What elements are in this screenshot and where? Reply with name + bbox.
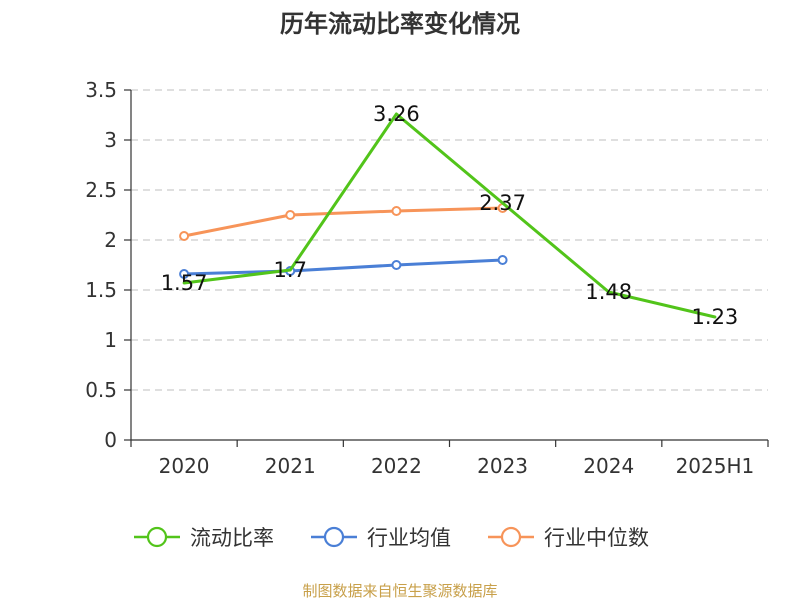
- axis-layer: 0 0.5 1 1.5 2 2.5 3 3.5 2020 2021 2022 2023 2024 2025…: [85, 78, 769, 478]
- x-tick-label: 2025H1: [676, 454, 755, 478]
- legend-item-1[interactable]: 行业均值: [311, 526, 451, 550]
- y-tick-label: 2.5: [85, 178, 117, 202]
- y-tick-label: 3.5: [85, 78, 117, 102]
- legend[interactable]: 流动比率 行业均值 行业中位数: [134, 526, 649, 550]
- y-tick-label: 0.5: [85, 378, 117, 402]
- data-label: 1.23: [692, 305, 739, 329]
- data-label: 2.37: [479, 191, 526, 215]
- label-layer: 1.57 1.7 3.26 2.37 1.48 1.23: [161, 102, 739, 329]
- data-label: 1.7: [274, 258, 307, 282]
- series-line-0: [182, 112, 717, 319]
- x-tick-label: 2024: [583, 454, 634, 478]
- series-line-1: [182, 258, 505, 276]
- y-tick-label: 1: [104, 328, 117, 352]
- chart-title: 历年流动比率变化情况: [280, 10, 520, 38]
- legend-label: 流动比率: [190, 526, 274, 550]
- series-1-point[interactable]: [391, 260, 402, 270]
- legend-swatch-marker: [500, 526, 522, 548]
- series-2-point[interactable]: [179, 231, 190, 241]
- data-label: 1.57: [161, 271, 208, 295]
- grid-layer: [131, 89, 768, 391]
- series-1-point[interactable]: [497, 255, 508, 265]
- x-tick-label: 2020: [159, 454, 210, 478]
- series-2-point[interactable]: [285, 210, 296, 220]
- series-1-point[interactable]: [179, 269, 190, 279]
- y-tick-label: 1.5: [85, 278, 117, 302]
- data-label: 3.26: [373, 102, 420, 126]
- source-note: 制图数据来自恒生聚源数据库: [302, 582, 497, 600]
- y-tick-label: 2: [104, 228, 117, 252]
- series-2-point[interactable]: [391, 206, 402, 216]
- legend-swatch-marker: [146, 526, 168, 548]
- legend-label: 行业中位数: [544, 526, 649, 550]
- y-tick-label: 3: [104, 128, 117, 152]
- legend-label: 行业均值: [367, 526, 451, 550]
- legend-swatch-marker: [323, 526, 345, 548]
- series-layer: [179, 112, 717, 319]
- legend-item-2[interactable]: 行业中位数: [488, 526, 649, 550]
- x-tick-label: 2022: [371, 454, 422, 478]
- series-line-2: [182, 206, 505, 238]
- data-label: 1.48: [585, 280, 632, 304]
- x-tick-label: 2021: [265, 454, 316, 478]
- x-tick-label: 2023: [477, 454, 528, 478]
- legend-item-0[interactable]: 流动比率: [134, 526, 274, 550]
- y-tick-label: 0: [104, 428, 117, 452]
